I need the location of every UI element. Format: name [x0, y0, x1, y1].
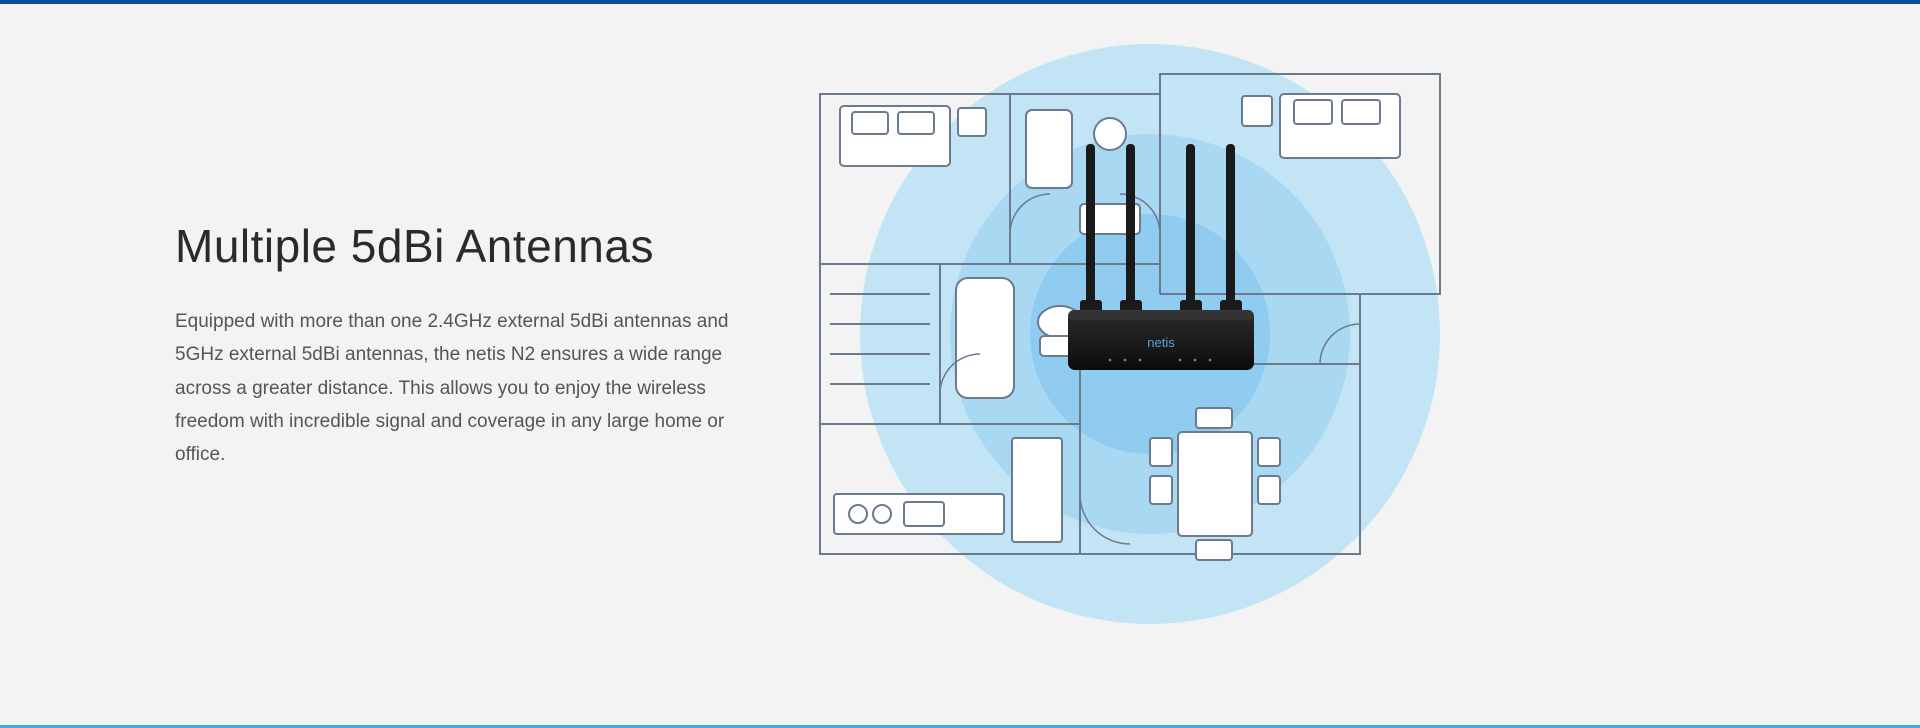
feature-description: Equipped with more than one 2.4GHz exter… — [175, 305, 730, 471]
product-feature-banner: Multiple 5dBi Antennas Equipped with mor… — [0, 0, 1920, 728]
coverage-svg: netis — [780, 64, 1500, 604]
text-block: Multiple 5dBi Antennas Equipped with mor… — [175, 219, 730, 471]
feature-heading: Multiple 5dBi Antennas — [175, 219, 730, 273]
router-brand-label: netis — [1147, 335, 1175, 350]
coverage-illustration: netis — [780, 64, 1500, 604]
